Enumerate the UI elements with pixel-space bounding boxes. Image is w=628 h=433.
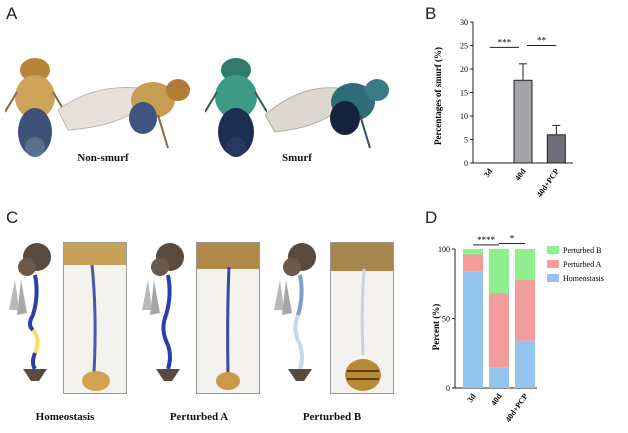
label-non-smurf: Non-smurf <box>77 152 129 164</box>
chart-b-ytick-label: 0 <box>464 159 468 168</box>
panel-letter-a: A <box>6 4 18 23</box>
chart-d-ylabel: Percent (%) <box>431 304 441 351</box>
chart-b-xtick-label: 40d+PCP <box>535 167 561 199</box>
chart-b-ytick-label: 5 <box>464 136 468 145</box>
chart-b-axes: 0 5 10 15 20 25 30 <box>460 18 573 168</box>
chart-d-ytick-label: 50 <box>442 315 450 324</box>
panel-letter-b: B <box>425 4 437 23</box>
gut-photo-perturbed-a <box>196 242 260 394</box>
label-smurf: Smurf <box>282 152 312 164</box>
chart-b-xtick-label: 3d <box>482 167 495 180</box>
chart-d-bar-segment <box>489 249 509 294</box>
chart-d-legend-swatch <box>547 246 559 254</box>
label-perturbed-b: Perturbed B <box>302 411 362 423</box>
gut-diagram-perturbed-a <box>142 243 184 381</box>
chart-b-bars <box>513 63 566 164</box>
chart-d-ytick-label: 100 <box>438 245 450 254</box>
chart-d-legend-label: Perturbed B <box>563 246 601 255</box>
chart-d-xtick-label: 40d+PCP <box>504 392 530 424</box>
fly-non-smurf-dorsal <box>5 58 65 157</box>
chart-d-legend-swatch <box>547 260 559 268</box>
chart-d-xticks: 3d 40d 40d+PCP <box>465 392 529 424</box>
chart-d-bar-segment <box>463 271 483 388</box>
chart-b-ytick-label: 25 <box>460 42 468 51</box>
chart-d-bar-segment <box>489 293 509 368</box>
label-perturbed-a: Perturbed A <box>169 411 229 423</box>
chart-b-xticks: 3d 40d 40d+PCP <box>482 167 561 199</box>
fly-non-smurf-lateral <box>58 79 190 149</box>
chart-d-legend-label: Homeostasis <box>563 274 604 283</box>
chart-d-bars <box>463 249 535 388</box>
chart-d-legend-label: Perturbed A <box>563 260 602 269</box>
chart-d-bar-segment <box>463 254 483 272</box>
chart-b-ylabel: Percentages of smurf (%) <box>433 47 443 145</box>
chart-d-sig-label: * <box>510 233 515 243</box>
chart-d-bar-segment <box>515 279 535 341</box>
chart-d-legend-swatch <box>547 274 559 282</box>
chart-b-sig-label: *** <box>498 37 512 47</box>
chart-d-bar-segment <box>515 340 535 388</box>
chart-d-legend: Perturbed B Perturbed A Homeostasis <box>547 246 604 283</box>
chart-d-sig-label: **** <box>477 235 496 245</box>
panel-letter-d: D <box>425 208 438 227</box>
panel-letter-c: C <box>6 208 19 227</box>
chart-b-ytick-label: 15 <box>460 89 468 98</box>
chart-b-bar <box>546 134 566 164</box>
chart-b-ytick-label: 30 <box>460 18 468 27</box>
gut-photo-perturbed-b <box>330 242 394 394</box>
chart-b-significance: *** ** <box>489 36 557 48</box>
chart-d-bar-segment <box>489 367 509 388</box>
gut-diagram-homeostasis <box>9 243 51 381</box>
fly-smurf-lateral <box>265 79 389 149</box>
chart-d-bar-segment <box>463 249 483 255</box>
chart-d-bar-segment <box>515 249 535 280</box>
chart-d-ytick-label: 0 <box>446 384 450 393</box>
chart-b: Percentages of smurf (%) 0 5 10 15 20 25 30 **… <box>433 18 573 199</box>
chart-d-xtick-label: 40d <box>489 392 504 408</box>
chart-b-ytick-label: 20 <box>460 65 468 74</box>
gut-diagram-perturbed-b <box>274 243 316 381</box>
chart-b-xtick-label: 40d <box>513 167 528 183</box>
gut-photo-homeostasis <box>63 242 127 394</box>
fly-smurf-dorsal <box>205 58 267 157</box>
chart-d-xtick-label: 3d <box>465 392 478 405</box>
chart-b-ytick-label: 10 <box>460 112 468 121</box>
chart-b-bar <box>513 79 533 164</box>
chart-d-significance: **** * <box>473 233 525 246</box>
label-homeostasis: Homeostasis <box>35 411 95 423</box>
chart-b-sig-label: ** <box>537 36 547 46</box>
